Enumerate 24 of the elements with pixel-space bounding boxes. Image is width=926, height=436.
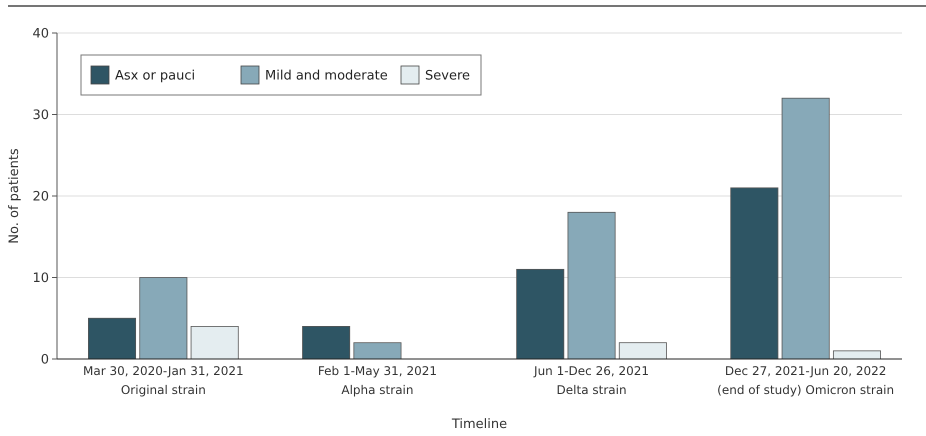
y-tick-label: 30: [32, 108, 49, 124]
y-tick-label: 20: [32, 190, 49, 205]
y-tick-label: 10: [32, 271, 49, 286]
bar: [353, 342, 402, 360]
bar: [730, 187, 778, 360]
x-tick-label: Jun 1-Dec 26, 2021 Delta strain: [533, 364, 650, 397]
bar: [88, 318, 136, 360]
legend-label: Asx or pauci: [115, 68, 196, 84]
bar: [568, 212, 616, 360]
bar: [516, 268, 564, 360]
bar: [782, 98, 830, 360]
x-tick-label: Dec 27, 2021-Jun 20, 2022 (end of study) Omicron strain: [717, 364, 894, 397]
bar: [190, 326, 239, 360]
legend-label: Severe: [425, 68, 470, 84]
bar: [618, 342, 667, 360]
bar: [139, 277, 188, 360]
bar: [302, 326, 350, 360]
y-tick-label: 40: [32, 26, 49, 42]
legend-label: Mild and moderate: [265, 68, 388, 84]
x-axis-title: Timeline: [450, 417, 508, 432]
y-tick-label: 0: [40, 352, 49, 368]
x-tick-label: Mar 30, 2020-Jan 31, 2021 Original strain: [83, 364, 244, 397]
y-axis-title: No. of patients: [7, 148, 22, 244]
x-tick-label: Feb 1-May 31, 2021 Alpha strain: [318, 364, 437, 397]
